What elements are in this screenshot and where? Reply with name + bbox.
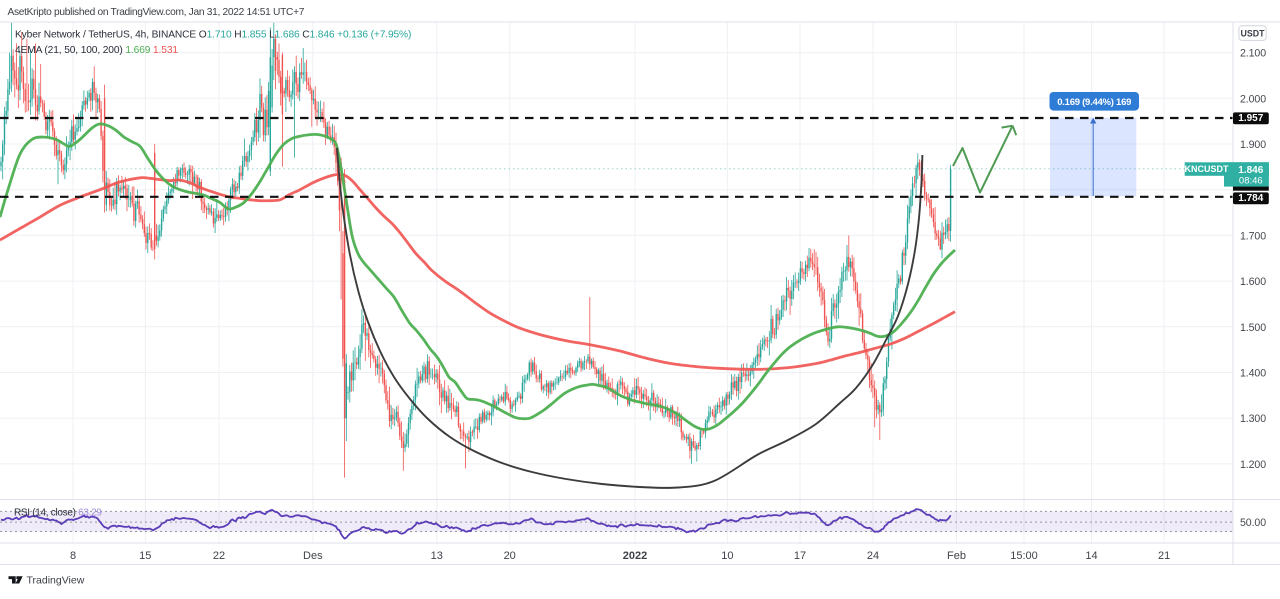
svg-text:Des: Des (303, 550, 323, 562)
svg-text:4EMA (21, 50, 100, 200) 1.669: 4EMA (21, 50, 100, 200) 1.669 1.531 (15, 45, 178, 56)
svg-text:2.000: 2.000 (1240, 93, 1266, 105)
svg-text:KNCUSDT: KNCUSDT (1185, 164, 1230, 174)
svg-text:17: 17 (794, 550, 806, 562)
svg-text:2022: 2022 (623, 550, 647, 562)
svg-text:1.846: 1.846 (1238, 165, 1263, 176)
svg-text:1.784: 1.784 (1238, 193, 1263, 204)
svg-text:1.500: 1.500 (1240, 322, 1266, 334)
svg-text:AsetKripto published on Tradin: AsetKripto published on TradingView.com,… (8, 7, 305, 18)
svg-text:1.400: 1.400 (1240, 368, 1266, 380)
svg-text:21: 21 (1158, 550, 1170, 562)
svg-text:13: 13 (431, 550, 443, 562)
svg-text:RSI (14, close) 63.29: RSI (14, close) 63.29 (14, 508, 102, 519)
svg-text:USDT: USDT (1241, 28, 1266, 38)
svg-text:20: 20 (504, 550, 516, 562)
svg-text:1.957: 1.957 (1238, 113, 1263, 124)
svg-text:1.200: 1.200 (1240, 459, 1266, 471)
svg-text:0.169 (9.44%) 169: 0.169 (9.44%) 169 (1057, 97, 1131, 108)
svg-text:50.00: 50.00 (1240, 517, 1266, 529)
svg-text:1.700: 1.700 (1240, 230, 1266, 242)
svg-text:8: 8 (70, 550, 76, 562)
svg-text:14: 14 (1085, 550, 1097, 562)
svg-text:15: 15 (139, 550, 151, 562)
svg-text:1.600: 1.600 (1240, 276, 1266, 288)
svg-text:10: 10 (721, 550, 733, 562)
svg-text:1.900: 1.900 (1240, 139, 1266, 151)
svg-text:TradingView: TradingView (27, 574, 85, 586)
svg-text:Kyber Network / TetherUS, 4h,: Kyber Network / TetherUS, 4h, BINANCE O1… (15, 29, 411, 40)
svg-text:1.300: 1.300 (1240, 413, 1266, 425)
svg-text:22: 22 (213, 550, 225, 562)
svg-text:Feb: Feb (947, 550, 966, 562)
svg-text:15:00: 15:00 (1010, 550, 1038, 562)
svg-text:08:46: 08:46 (1239, 176, 1263, 187)
svg-text:24: 24 (867, 550, 879, 562)
svg-text:2.100: 2.100 (1240, 48, 1266, 60)
